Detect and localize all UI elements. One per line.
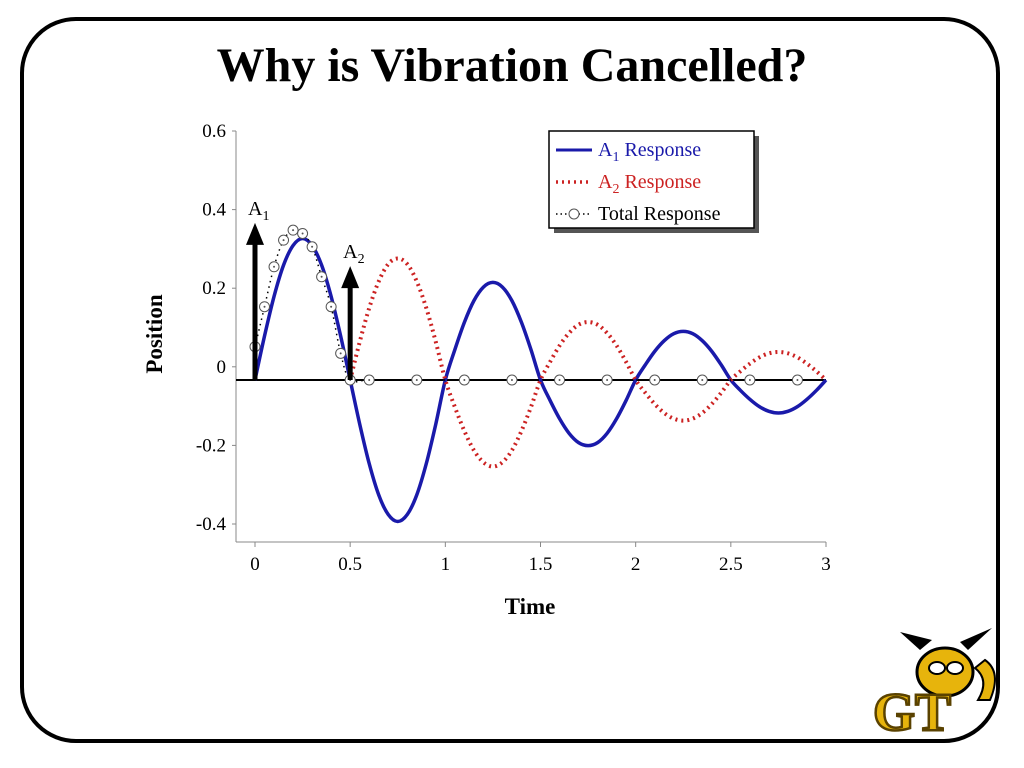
jacket-eye-icon xyxy=(928,661,946,675)
jacket-eye-icon xyxy=(946,661,964,675)
chart-annotations: A1 A2 xyxy=(246,198,365,380)
slide-title: Why is Vibration Cancelled? xyxy=(216,39,808,92)
jacket-antenna-icon xyxy=(900,632,932,650)
x-tick-label: 1 xyxy=(441,554,451,575)
x-tick-label: 0.5 xyxy=(338,554,362,575)
y-tick-label: -0.2 xyxy=(196,435,226,456)
series-total-point-dot xyxy=(415,379,418,381)
y-tick-label: 0.4 xyxy=(202,200,226,221)
legend-swatch-total-marker xyxy=(568,208,580,220)
series-total-point-dot xyxy=(558,379,561,381)
gt-logo: GT xyxy=(872,628,996,743)
series-total-point-dot xyxy=(339,352,342,355)
x-tick-label: 3 xyxy=(821,554,831,575)
impulse-label: A2 xyxy=(343,241,364,267)
legend-box xyxy=(548,130,755,229)
series-total-point-dot xyxy=(263,305,266,308)
series-total-point-dot xyxy=(510,379,513,381)
series-total-point-dot xyxy=(748,379,751,381)
series-total-point-dot xyxy=(653,379,656,381)
series-total-point-dot xyxy=(606,379,609,381)
series-a2-line xyxy=(348,256,828,469)
series-total-point-dot xyxy=(292,229,295,232)
series-total-point-dot xyxy=(301,232,304,235)
gt-logo-letters: GT xyxy=(873,682,951,742)
series-total-point-dot xyxy=(330,305,333,308)
x-tick-label: 1.5 xyxy=(529,554,553,575)
series-total-point-dot xyxy=(273,265,276,268)
y-tick-label: 0.2 xyxy=(202,278,226,299)
chart-axes: -0.4 -0.2 0 0.2 0.4 0.6 0 0.5 1 1.5 2 2.5 3 Time Posit… xyxy=(142,121,831,619)
legend-label: A1 Response xyxy=(598,139,701,165)
series-total-point-dot xyxy=(320,275,323,278)
series-total-point-dot xyxy=(311,245,314,248)
chart-series xyxy=(249,224,828,524)
chart-legend: A1 Response A2 Response Total Response xyxy=(548,130,759,233)
x-tick-label: 0 xyxy=(250,554,260,575)
y-tick-label: 0 xyxy=(217,357,227,378)
jacket-antenna-icon xyxy=(960,628,992,650)
legend-label: A2 Response xyxy=(598,171,701,197)
impulse-arrow-head xyxy=(341,266,360,289)
x-tick-label: 2.5 xyxy=(719,554,743,575)
series-total-point-dot xyxy=(368,379,371,381)
series-total-point-dot xyxy=(463,379,466,381)
impulse-label: A1 xyxy=(248,198,269,224)
x-tick-label: 2 xyxy=(631,554,641,575)
y-axis-title: Position xyxy=(142,294,167,373)
series-total-point-dot xyxy=(701,379,704,381)
y-tick-label: 0.6 xyxy=(202,121,226,142)
impulse-arrow-head xyxy=(246,222,264,245)
y-tick-label: -0.4 xyxy=(196,514,227,535)
series-total-point-dot xyxy=(282,239,285,242)
jacket-wing-icon xyxy=(973,658,996,701)
x-axis-title: Time xyxy=(505,594,556,619)
series-total-point-dot xyxy=(796,379,799,381)
jacket-head-icon xyxy=(915,646,975,698)
legend-label: Total Response xyxy=(598,203,721,225)
